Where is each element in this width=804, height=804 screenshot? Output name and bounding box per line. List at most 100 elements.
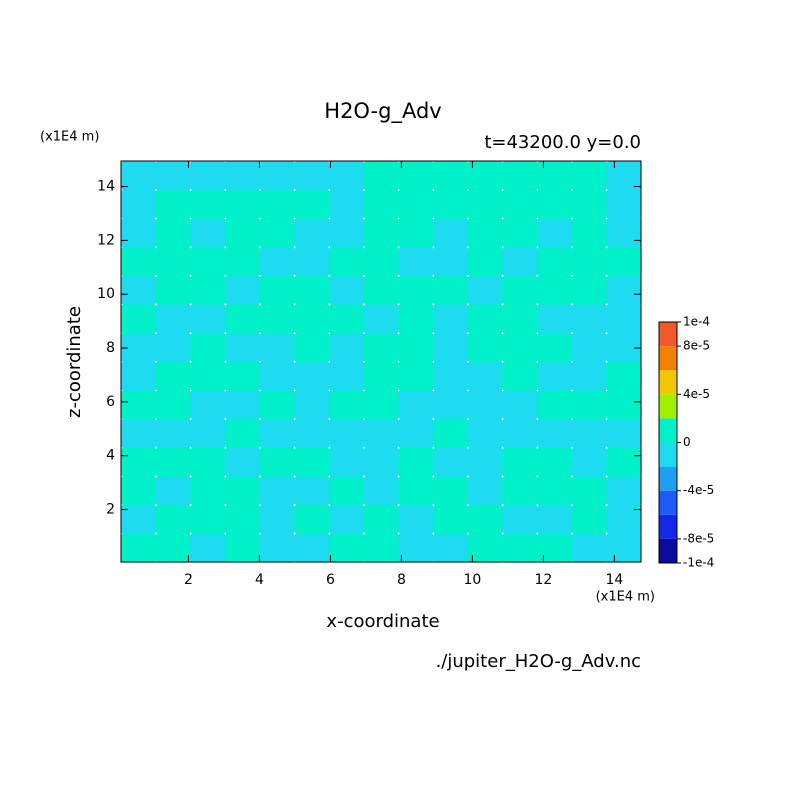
contour-cell bbox=[190, 447, 226, 477]
contour-cell bbox=[259, 533, 295, 563]
contour-cell bbox=[225, 275, 261, 305]
contour-cell bbox=[294, 218, 330, 248]
contour-cell bbox=[606, 447, 642, 477]
contour-cell bbox=[537, 332, 573, 363]
y-tick-label: 2 bbox=[106, 502, 115, 518]
contour-cell bbox=[537, 304, 573, 334]
contour-cell bbox=[155, 275, 191, 305]
contour-cell bbox=[502, 504, 538, 534]
contour-cell bbox=[294, 332, 330, 363]
contour-cell bbox=[467, 390, 503, 420]
contour-cell bbox=[190, 476, 226, 506]
contour-cell bbox=[329, 275, 365, 305]
contour-cell bbox=[398, 161, 434, 191]
contour-cell bbox=[121, 476, 157, 506]
contour-cell bbox=[294, 161, 330, 191]
colorbar-band bbox=[659, 466, 677, 491]
contour-cell bbox=[502, 447, 538, 477]
contour-cell bbox=[433, 161, 469, 191]
contour-cell bbox=[259, 476, 295, 506]
contour-cell bbox=[259, 275, 295, 305]
colorbar-band bbox=[659, 538, 677, 563]
x-tick-label: 4 bbox=[255, 572, 264, 588]
contour-cell bbox=[537, 275, 573, 305]
contour-cell bbox=[606, 246, 642, 277]
contour-cell bbox=[225, 390, 261, 420]
contour-cell bbox=[155, 189, 191, 219]
contour-cell bbox=[121, 189, 157, 219]
contour-cell bbox=[606, 504, 642, 534]
contour-cell bbox=[398, 218, 434, 248]
x-axis-title: x-coordinate bbox=[326, 611, 439, 632]
contour-cell bbox=[155, 504, 191, 534]
contour-cell bbox=[433, 361, 469, 391]
contour-cell bbox=[537, 189, 573, 219]
contour-cell bbox=[294, 361, 330, 391]
x-unit: (x1E4 m) bbox=[596, 590, 655, 605]
colorbar-label: -4e-5 bbox=[683, 483, 714, 497]
contour-cell bbox=[571, 189, 607, 219]
contour-cell bbox=[155, 218, 191, 248]
contour-cell bbox=[190, 304, 226, 334]
colorbar-label: 0 bbox=[683, 435, 691, 449]
contour-cell bbox=[537, 447, 573, 477]
contour-cell bbox=[363, 161, 399, 191]
contour-cell bbox=[294, 390, 330, 420]
contour-cell bbox=[225, 476, 261, 506]
contour-cell bbox=[259, 246, 295, 277]
contour-cell bbox=[155, 332, 191, 363]
contour-cell bbox=[329, 533, 365, 563]
contour-cell bbox=[398, 189, 434, 219]
contour-cell bbox=[329, 504, 365, 534]
contour-cell bbox=[259, 189, 295, 219]
contour-cell bbox=[155, 304, 191, 334]
contour-cell bbox=[606, 275, 642, 305]
y-tick-label: 14 bbox=[97, 179, 115, 195]
contour-cell bbox=[433, 275, 469, 305]
contour-cell bbox=[190, 504, 226, 534]
contour-cell bbox=[606, 332, 642, 363]
y-unit: (x1E4 m) bbox=[40, 130, 99, 145]
contour-cell bbox=[259, 332, 295, 363]
contour-cell bbox=[363, 390, 399, 420]
contour-cell bbox=[329, 304, 365, 334]
contour-cell bbox=[433, 390, 469, 420]
contour-cell bbox=[294, 189, 330, 219]
contour-cell bbox=[606, 476, 642, 506]
y-tick-label: 12 bbox=[97, 232, 115, 248]
contour-cell bbox=[433, 418, 469, 449]
contour-cell bbox=[225, 161, 261, 191]
contour-cell bbox=[502, 161, 538, 191]
contour-cell bbox=[537, 161, 573, 191]
contour-cell bbox=[433, 476, 469, 506]
contour-cell bbox=[121, 332, 157, 363]
contour-cell bbox=[294, 304, 330, 334]
contour-cell bbox=[433, 304, 469, 334]
contour-cell bbox=[537, 418, 573, 449]
contour-cell bbox=[259, 390, 295, 420]
contour-cell bbox=[121, 418, 157, 449]
contour-cell bbox=[190, 361, 226, 391]
contour-cell bbox=[121, 533, 157, 563]
contour-cell bbox=[121, 304, 157, 334]
contour-cell bbox=[537, 218, 573, 248]
contour-cell bbox=[502, 533, 538, 563]
contour-cell bbox=[329, 447, 365, 477]
contour-cell bbox=[467, 246, 503, 277]
x-tick-label: 10 bbox=[463, 572, 481, 588]
contour-cell bbox=[606, 361, 642, 391]
contour-cell bbox=[190, 246, 226, 277]
contour-cell bbox=[329, 246, 365, 277]
contour-cell bbox=[502, 218, 538, 248]
contour-cell bbox=[225, 218, 261, 248]
colorbar-label: -1e-4 bbox=[683, 556, 714, 570]
contour-cell bbox=[433, 189, 469, 219]
colorbar-band bbox=[659, 370, 677, 395]
contour-cell bbox=[606, 533, 642, 563]
colorbar-band bbox=[659, 490, 677, 515]
contour-cell bbox=[190, 189, 226, 219]
contour-cell bbox=[363, 218, 399, 248]
contour-cell bbox=[467, 189, 503, 219]
contour-cell bbox=[329, 218, 365, 248]
contour-cell bbox=[502, 304, 538, 334]
